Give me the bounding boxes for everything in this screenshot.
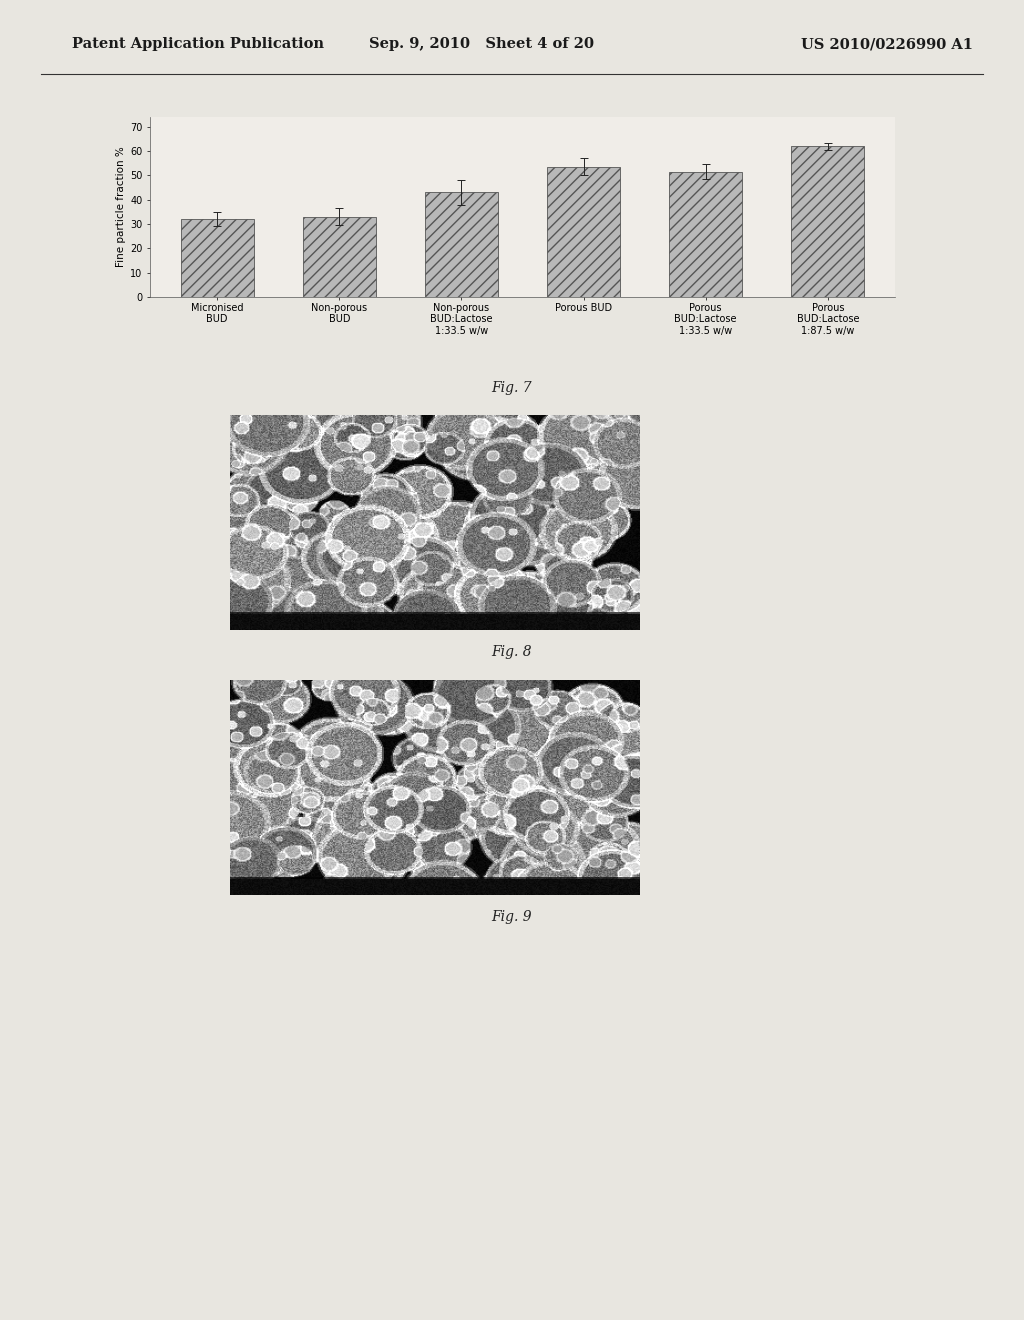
Bar (547, 166, 621, 297)
Y-axis label: Fine particle fraction %: Fine particle fraction % (116, 147, 126, 268)
Bar (180, 219, 254, 297)
Bar (303, 216, 376, 297)
Bar (425, 193, 498, 297)
Text: Fig. 8: Fig. 8 (492, 645, 532, 659)
Text: Fig. 9: Fig. 9 (492, 909, 532, 924)
Text: Patent Application Publication: Patent Application Publication (72, 37, 324, 51)
Text: Fig. 7: Fig. 7 (492, 381, 532, 395)
Text: US 2010/0226990 A1: US 2010/0226990 A1 (801, 37, 973, 51)
Text: Sep. 9, 2010   Sheet 4 of 20: Sep. 9, 2010 Sheet 4 of 20 (369, 37, 594, 51)
Bar (669, 172, 742, 297)
Bar (792, 147, 864, 297)
